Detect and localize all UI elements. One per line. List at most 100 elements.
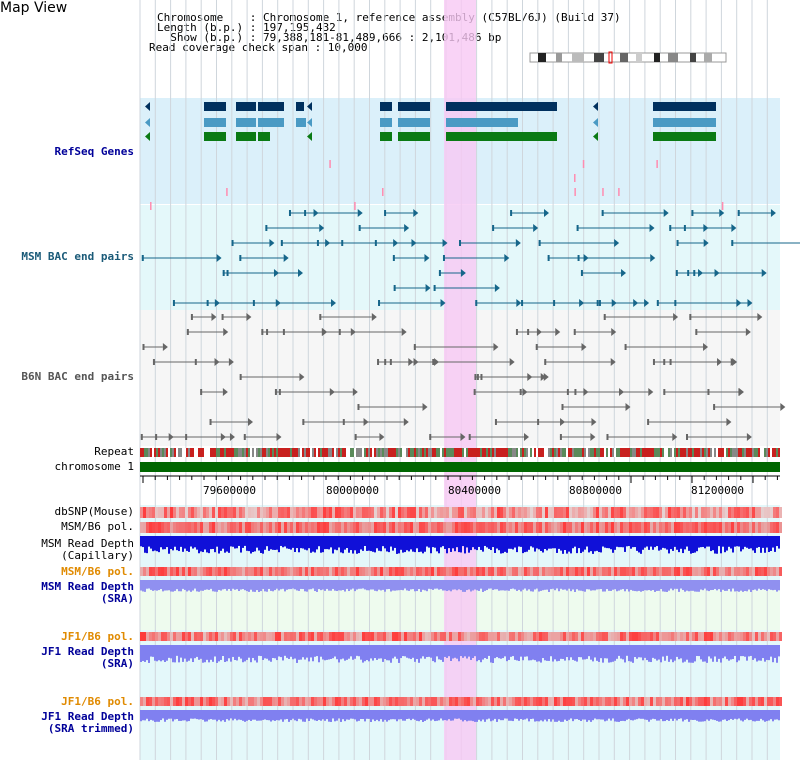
- depth-bar: [546, 645, 548, 661]
- depth-bar: [634, 580, 636, 592]
- depth-bar: [472, 580, 474, 591]
- heat-cell: [356, 697, 359, 706]
- repeat-cell: [238, 448, 240, 457]
- depth-bar: [450, 580, 452, 592]
- heat-cell: [518, 522, 521, 533]
- depth-bar: [462, 645, 464, 658]
- heat-cell: [704, 567, 707, 576]
- heat-cell: [215, 507, 218, 518]
- heat-cell: [695, 697, 698, 706]
- heat-cell: [392, 522, 395, 533]
- heat-cell: [641, 507, 644, 518]
- repeat-cell: [494, 448, 496, 457]
- heat-cell: [755, 697, 758, 706]
- heat-cell: [335, 567, 338, 576]
- heat-cell: [761, 632, 764, 641]
- gene-marker: [382, 188, 384, 196]
- depth-bar: [498, 645, 500, 659]
- depth-bar: [412, 536, 414, 552]
- repeat-cell: [268, 448, 270, 457]
- repeat-cell: [290, 448, 292, 457]
- depth-bar: [436, 710, 438, 721]
- heat-cell: [734, 522, 737, 533]
- heat-cell: [212, 507, 215, 518]
- depth-bar: [448, 710, 450, 720]
- heat-cell: [587, 507, 590, 518]
- bac-end-arrow: [780, 403, 786, 411]
- repeat-cell: [642, 448, 644, 457]
- heat-cell: [410, 522, 413, 533]
- heat-cell: [278, 507, 281, 518]
- repeat-cell: [528, 448, 530, 457]
- depth-bar: [234, 645, 236, 660]
- repeat-cell: [362, 448, 364, 457]
- repeat-cell: [660, 448, 662, 457]
- heat-cell: [635, 567, 638, 576]
- msm-bac-track-label[interactable]: MSM BAC end pairs: [21, 250, 134, 263]
- gene-arrow: [711, 132, 716, 141]
- heat-cell: [356, 507, 359, 518]
- depth-bar: [576, 580, 578, 590]
- depth-bar: [200, 710, 202, 720]
- heat-cell: [443, 507, 446, 518]
- heat-cell: [332, 522, 335, 533]
- depth-bar: [244, 536, 246, 546]
- heat-cell: [254, 632, 257, 641]
- depth-bar: [576, 710, 578, 720]
- depth-bar: [752, 580, 754, 591]
- heat-cell: [671, 507, 674, 518]
- depth-bar: [150, 536, 152, 549]
- bac-end: [647, 419, 650, 425]
- bac-end: [354, 434, 357, 440]
- depth-bar: [552, 645, 554, 662]
- depth-bar: [216, 645, 218, 663]
- b6n-bac-track-label[interactable]: B6N BAC end pairs: [21, 370, 134, 383]
- depth-bar: [272, 580, 274, 592]
- depth-bar: [566, 710, 568, 721]
- heat-cell: [386, 697, 389, 706]
- bac-end: [152, 359, 155, 365]
- heat-cell: [242, 522, 245, 533]
- depth-bar: [198, 645, 200, 660]
- bac-end: [206, 300, 209, 306]
- depth-bar: [524, 710, 526, 720]
- heat-cell: [602, 567, 605, 576]
- depth-bar: [722, 580, 724, 590]
- heat-cell: [548, 567, 551, 576]
- depth-bar: [158, 710, 160, 722]
- heat-cell: [764, 632, 767, 641]
- depth-bar: [166, 710, 168, 720]
- repeat-cell: [376, 448, 378, 457]
- depth-bar: [674, 536, 676, 547]
- bac-end: [686, 434, 689, 440]
- depth-bar: [596, 645, 598, 661]
- repeat-cell: [184, 448, 186, 457]
- depth-bar: [610, 536, 612, 550]
- depth-bar: [270, 580, 272, 591]
- bac-end: [474, 374, 477, 380]
- heat-cell: [434, 522, 437, 533]
- heat-cell: [428, 567, 431, 576]
- refseq-track-label[interactable]: RefSeq Genes: [54, 145, 134, 158]
- depth-bar: [344, 645, 346, 661]
- depth-bar: [740, 645, 742, 657]
- depth-bar: [432, 710, 434, 720]
- heat-cell: [494, 632, 497, 641]
- heat-cell: [419, 632, 422, 641]
- depth-bar: [522, 645, 524, 661]
- bac-end-arrow: [649, 224, 655, 232]
- heat-cell: [773, 522, 776, 533]
- bac-end-arrow: [246, 313, 252, 321]
- depth-bar: [524, 645, 526, 657]
- depth-bar: [200, 645, 202, 659]
- heat-cell: [629, 522, 632, 533]
- depth-bar: [720, 580, 722, 592]
- heat-cell: [305, 507, 308, 518]
- repeat-cell: [202, 448, 204, 457]
- repeat-cell: [570, 448, 572, 457]
- depth-bar: [764, 536, 766, 553]
- heat-cell: [203, 632, 206, 641]
- depth-bar: [402, 645, 404, 657]
- depth-bar: [580, 710, 582, 722]
